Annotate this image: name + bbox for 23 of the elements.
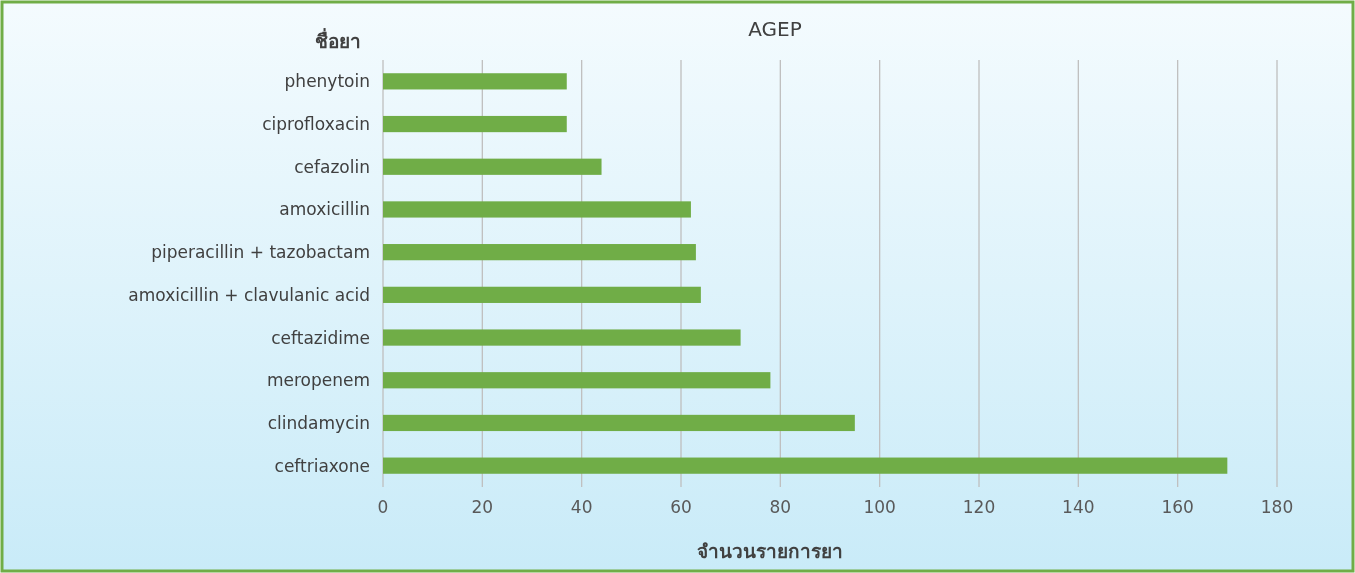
x-tick-label: 100 xyxy=(863,497,896,517)
y-tick-label: ceftriaxone xyxy=(274,455,370,476)
x-tick-label: 40 xyxy=(570,497,593,517)
y-tick-label: clindamycin xyxy=(267,412,370,433)
y-tick-label: ciprofloxacin xyxy=(262,114,370,135)
y-tick-label: cefazolin xyxy=(294,156,370,177)
x-tick-label: 0 xyxy=(377,497,389,517)
x-tick-label: 140 xyxy=(1062,497,1095,517)
y-tick-label: piperacillin + tazobactam xyxy=(151,242,370,263)
chart-title: AGEP xyxy=(748,17,802,41)
x-tick-label: 80 xyxy=(769,497,792,517)
y-tick-label: phenytoin xyxy=(284,71,370,92)
y-tick-label: meropenem xyxy=(266,370,370,391)
x-tick-label: 160 xyxy=(1161,497,1194,517)
x-tick-label: 60 xyxy=(670,497,692,517)
y-tick-label: amoxicillin + clavulanic acid xyxy=(128,284,370,305)
y-tick-label: ceftazidime xyxy=(271,327,370,348)
y-tick-label: amoxicillin xyxy=(279,199,370,220)
x-tick-label: 20 xyxy=(471,497,494,517)
y-axis-title: ชื่อยา xyxy=(315,28,361,52)
x-tick-label: 120 xyxy=(962,497,996,517)
x-tick-label: 180 xyxy=(1260,497,1294,517)
x-axis-title: จำนวนรายการยา xyxy=(697,540,843,562)
